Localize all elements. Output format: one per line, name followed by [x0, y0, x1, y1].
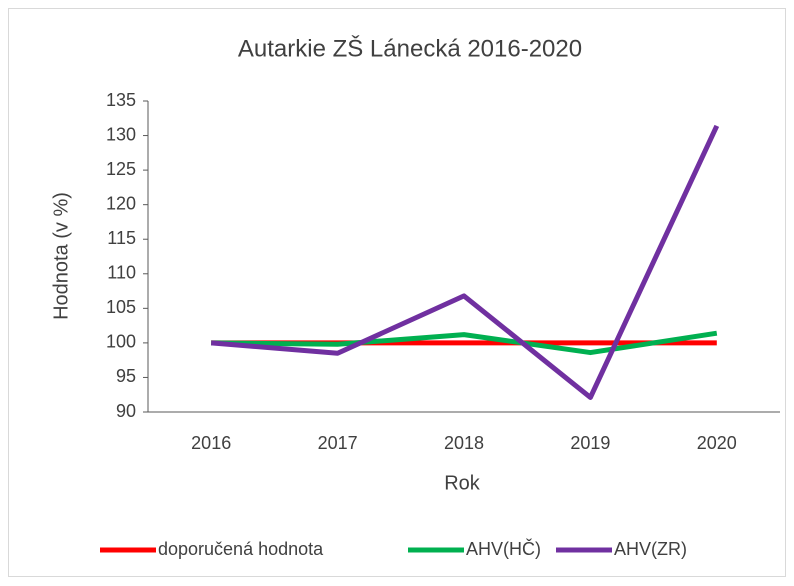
legend-label: doporučená hodnota	[158, 539, 324, 559]
y-tick-label: 100	[106, 332, 136, 352]
x-axis-label: Rok	[444, 472, 481, 494]
y-tick-label: 95	[116, 366, 136, 386]
x-tick-label: 2017	[318, 433, 358, 453]
y-axis-label: Hodnota (v %)	[50, 192, 72, 320]
x-tick-label: 2016	[191, 433, 231, 453]
y-tick-label: 105	[106, 297, 136, 317]
y-tick-label: 120	[106, 193, 136, 213]
y-tick-label: 90	[116, 401, 136, 421]
x-tick-label: 2019	[570, 433, 610, 453]
x-tick-label: 2020	[697, 433, 737, 453]
y-tick-label: 130	[106, 124, 136, 144]
line-series	[210, 124, 720, 400]
chart-title: Autarkie ZŠ Lánecká 2016-2020	[238, 34, 582, 62]
line-series	[211, 330, 718, 356]
y-tick-label: 125	[106, 159, 136, 179]
y-tick-label: 135	[106, 90, 136, 110]
y-tick-label: 115	[107, 228, 136, 248]
legend-label: AHV(HČ)	[466, 538, 541, 559]
y-tick-label: 110	[107, 263, 136, 283]
x-tick-label: 2018	[444, 433, 484, 453]
legend-label: AHV(ZR)	[614, 539, 687, 559]
chart-border	[8, 8, 786, 577]
